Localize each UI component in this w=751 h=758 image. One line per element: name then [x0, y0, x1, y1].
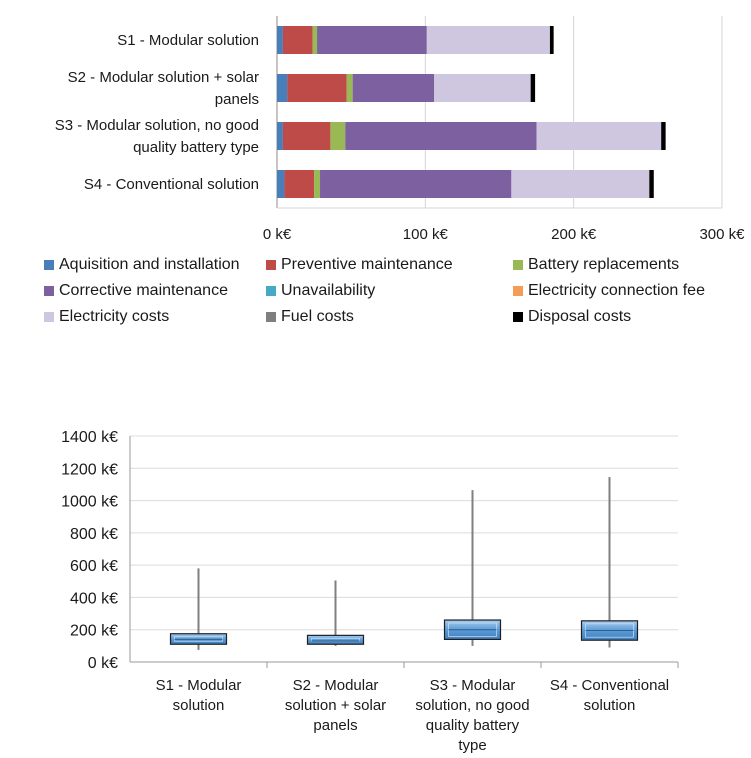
legend-item: Corrective maintenance	[44, 280, 266, 302]
category-label: S1 - Modular solution	[156, 677, 242, 714]
legend-item: Aquisition and installation	[44, 254, 266, 276]
bar-segment	[317, 26, 427, 54]
legend-swatch	[513, 312, 523, 322]
y-tick-label: 0 k€	[88, 655, 118, 672]
bar-segment	[312, 26, 318, 54]
x-tick-label: 300 k€	[699, 226, 745, 243]
legend-item: Battery replacements	[513, 254, 744, 276]
legend-swatch	[266, 260, 276, 270]
legend-swatch	[266, 286, 276, 296]
bar-segment	[345, 122, 537, 150]
legend-item: Unavailability	[266, 280, 513, 302]
category-label: S2 - Modular solution + solar panels	[68, 69, 259, 108]
legend-label: Corrective maintenance	[59, 282, 228, 299]
x-tick-label: 100 k€	[403, 226, 449, 243]
bar-segment	[536, 122, 662, 150]
legend-label: Electricity costs	[59, 308, 170, 325]
bar-segment	[277, 122, 283, 150]
legend-label: Preventive maintenance	[281, 256, 453, 273]
legend-label: Fuel costs	[281, 308, 354, 325]
legend-item: Disposal costs	[513, 306, 744, 328]
y-tick-label: 1400 k€	[61, 429, 118, 446]
legend-item: Electricity connection fee	[513, 280, 744, 302]
legend-label: Unavailability	[281, 282, 376, 299]
bar-segment	[277, 74, 288, 102]
stacked-chart-legend: Aquisition and installation Preventive ma…	[44, 254, 744, 328]
bar-segment	[320, 170, 512, 198]
bar-segment	[284, 170, 315, 198]
bar-segment	[277, 26, 283, 54]
bar-segment	[330, 122, 346, 150]
bar-segment	[649, 170, 654, 198]
category-label: S4 - Conventional solution	[550, 677, 669, 714]
legend-item: Electricity costs	[44, 306, 266, 328]
legend-swatch	[44, 260, 54, 270]
y-tick-label: 200 k€	[70, 623, 118, 640]
bar-segment	[287, 74, 347, 102]
legend-label: Battery replacements	[528, 256, 680, 273]
bar-segment	[511, 170, 650, 198]
bar-segment	[530, 74, 536, 102]
bar-segment	[434, 74, 531, 102]
legend-swatch	[513, 260, 523, 270]
y-tick-label: 400 k€	[70, 590, 118, 607]
category-label: S3 - Modular solution, no good quality bat…	[415, 677, 529, 754]
category-label: S4 - Conventional solution	[84, 176, 259, 193]
legend-label: Disposal costs	[528, 308, 632, 325]
y-tick-label: 600 k€	[70, 558, 118, 575]
stacked-bar-chart: 0 k€ 100 k€ 200 k€ 300 k€ S1 - Modular solut…	[55, 16, 745, 243]
bar-segment	[277, 170, 285, 198]
category-label: S3 - Modular solution, no good quality ba…	[55, 117, 259, 156]
legend-label: Electricity connection fee	[528, 282, 705, 299]
y-tick-label: 1200 k€	[61, 461, 118, 478]
category-label: S1 - Modular solution	[117, 32, 259, 49]
bar-segment	[426, 26, 550, 54]
legend-swatch	[44, 286, 54, 296]
legend-swatch	[44, 312, 54, 322]
bar-segment	[282, 26, 313, 54]
legend-item: Fuel costs	[266, 306, 513, 328]
y-tick-label: 1000 k€	[61, 494, 118, 511]
bar-segment	[282, 122, 331, 150]
bar-segment	[314, 170, 321, 198]
box	[306, 634, 365, 645]
legend-swatch	[513, 286, 523, 296]
legend-item: Preventive maintenance	[266, 254, 513, 276]
bar-segment	[352, 74, 435, 102]
legend-swatch	[266, 312, 276, 322]
bar-segment	[549, 26, 554, 54]
y-tick-label: 800 k€	[70, 526, 118, 543]
category-label: S2 - Modular solution + solar panels	[285, 677, 386, 734]
bar-segment	[346, 74, 353, 102]
x-tick-label: 200 k€	[551, 226, 597, 243]
bar-segment	[661, 122, 666, 150]
x-tick-label: 0 k€	[263, 226, 292, 243]
box-plot-chart: 0 k€ 200 k€ 400 k€ 600 k€ 800 k€ 1000 k€ 1200 …	[61, 429, 679, 754]
legend-label: Aquisition and installation	[59, 256, 240, 273]
